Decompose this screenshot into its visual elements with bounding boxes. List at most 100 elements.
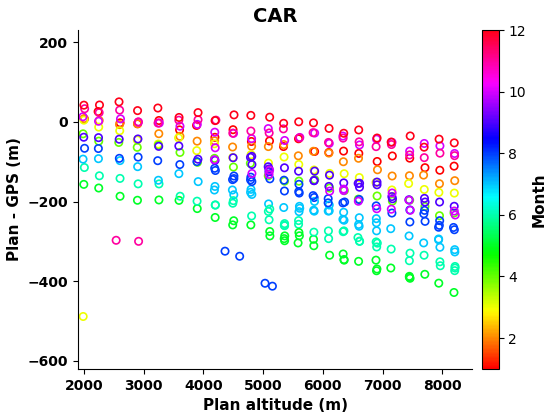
Point	[264, 200, 273, 207]
Point	[388, 193, 396, 200]
Point	[355, 174, 364, 181]
Point	[419, 144, 428, 150]
Point	[388, 198, 397, 205]
Point	[211, 167, 220, 174]
Point	[246, 128, 255, 134]
Point	[248, 178, 256, 185]
Point	[339, 186, 348, 192]
Point	[80, 134, 88, 141]
Point	[134, 238, 143, 245]
Point	[134, 119, 143, 126]
Point	[175, 197, 184, 204]
Point	[210, 155, 219, 162]
Point	[324, 195, 333, 202]
Point	[280, 178, 289, 184]
Point	[115, 157, 124, 164]
Point	[435, 280, 444, 286]
Point	[294, 188, 303, 195]
Point	[324, 150, 333, 156]
Point	[420, 207, 429, 214]
Point	[324, 200, 333, 206]
Point	[229, 164, 238, 171]
Point	[134, 154, 143, 160]
Point	[80, 164, 89, 171]
Point	[79, 313, 88, 320]
Point	[419, 210, 428, 217]
Point	[230, 112, 239, 118]
Point	[309, 129, 318, 136]
Point	[355, 184, 364, 191]
Point	[451, 263, 460, 270]
Point	[115, 175, 124, 182]
Y-axis label: Month: Month	[531, 172, 547, 227]
Point	[295, 232, 304, 239]
Point	[372, 179, 381, 186]
Point	[421, 203, 430, 210]
Point	[324, 228, 333, 234]
Point	[339, 179, 348, 186]
Title: CAR: CAR	[253, 7, 297, 26]
Point	[94, 108, 102, 115]
Point	[265, 216, 274, 223]
Point	[294, 118, 303, 125]
Point	[372, 143, 381, 150]
Point	[80, 115, 88, 122]
Point	[115, 121, 124, 128]
Point	[175, 123, 184, 130]
Point	[78, 156, 87, 163]
Point	[248, 161, 256, 168]
Point	[294, 135, 303, 142]
Point	[405, 219, 414, 226]
Point	[309, 192, 318, 199]
Point	[211, 129, 220, 136]
Point	[95, 109, 104, 116]
Point	[419, 252, 428, 259]
Point	[338, 133, 347, 139]
Point	[193, 158, 202, 165]
Point	[95, 117, 104, 124]
Point	[154, 143, 163, 150]
Point	[388, 139, 396, 146]
Point	[372, 135, 381, 142]
Point	[155, 197, 164, 203]
Point	[133, 136, 142, 142]
Point	[211, 157, 220, 164]
Point	[246, 186, 255, 193]
Point	[339, 256, 348, 263]
Point	[325, 172, 334, 178]
Point	[387, 141, 396, 148]
Point	[211, 134, 220, 141]
Point	[435, 167, 444, 173]
Point	[309, 236, 318, 243]
Point	[372, 136, 381, 142]
Point	[354, 126, 363, 133]
Point	[406, 207, 415, 214]
Point	[387, 139, 396, 145]
Point	[354, 196, 363, 202]
Point	[450, 210, 459, 216]
Point	[265, 167, 274, 173]
Point	[111, 237, 120, 244]
Point	[450, 190, 459, 197]
Point	[435, 222, 444, 229]
Point	[420, 140, 429, 147]
Point	[265, 228, 274, 235]
Point	[372, 215, 381, 222]
Point	[405, 152, 414, 158]
Point	[435, 189, 444, 196]
Point	[404, 233, 413, 239]
Point	[340, 187, 349, 194]
Point	[325, 207, 334, 214]
Point	[115, 119, 124, 126]
Point	[339, 158, 348, 165]
Point	[228, 221, 237, 228]
Point	[450, 226, 459, 233]
Point	[372, 244, 381, 250]
Point	[339, 187, 348, 194]
Point	[115, 99, 124, 105]
Point	[371, 179, 380, 186]
Point	[295, 134, 304, 141]
Point	[373, 166, 382, 173]
Point	[372, 268, 381, 274]
Point	[325, 202, 334, 208]
